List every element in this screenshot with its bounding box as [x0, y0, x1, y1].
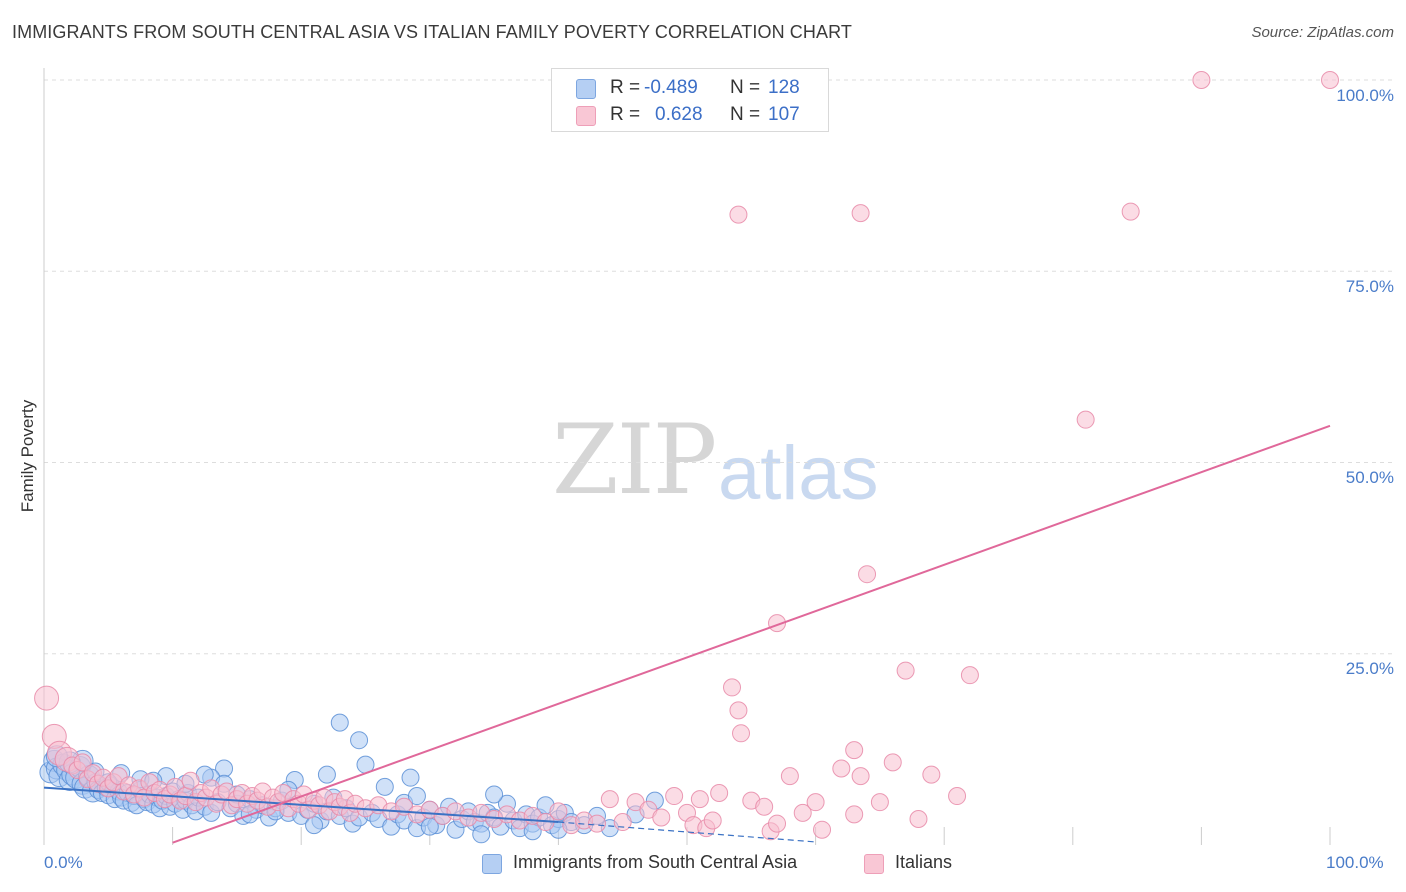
- pink-point-78: [587, 814, 606, 833]
- legend-swatch-pink: [576, 106, 596, 126]
- legend-n-label-1: N =: [730, 77, 761, 98]
- bottom-legend-swatch-blue: [482, 854, 502, 874]
- pink-point-116: [1192, 71, 1211, 89]
- legend-swatch-blue: [576, 79, 596, 99]
- legend-r-value-1: -0.489: [644, 77, 698, 98]
- pink-point-75: [549, 802, 568, 821]
- pink-point-101: [813, 820, 832, 839]
- pink-point-102: [832, 759, 851, 778]
- y-tick-50: 50.0%: [1345, 468, 1394, 487]
- pink-point-110: [922, 765, 941, 784]
- pink-point-100: [806, 793, 825, 812]
- pink-point-89: [703, 811, 722, 830]
- pink-point-115: [1076, 410, 1095, 429]
- pink-point-93: [732, 724, 751, 743]
- pink-point-95: [755, 797, 774, 816]
- pink-point-104: [851, 767, 870, 786]
- pink-point-114: [858, 565, 877, 584]
- y-tick-75: 75.0%: [1345, 277, 1394, 296]
- pink-point-103: [845, 741, 864, 760]
- blue-point-117: [330, 713, 349, 732]
- legend-n-value-1: 128: [768, 77, 800, 98]
- pink-point-109: [909, 809, 928, 828]
- bottom-legend-swatch-pink: [864, 854, 884, 874]
- legend-r-value-2: 0.628: [655, 104, 703, 125]
- bottom-legend-label-blue: Immigrants from South Central Asia: [513, 852, 798, 872]
- blue-point-121: [472, 825, 491, 844]
- pink-point-108: [896, 661, 915, 680]
- blue-point-79: [401, 768, 420, 787]
- pink-point-107: [883, 753, 902, 772]
- pink-point-119: [851, 204, 870, 223]
- legend-r-label-2: R =: [610, 104, 641, 125]
- blue-trend-line-extension: [558, 821, 816, 843]
- pink-point-84: [665, 787, 684, 806]
- legend: R = -0.489 N = 128 R = 0.628 N = 107: [551, 68, 829, 132]
- source-label: Source: ZipAtlas.com: [1251, 24, 1394, 41]
- blue-point-115: [317, 765, 336, 784]
- pink-point-27: [181, 771, 200, 790]
- blue-point-124: [485, 785, 504, 804]
- y-tick-100: 100.0%: [1336, 86, 1394, 105]
- pink-trend-line: [172, 424, 1331, 844]
- pink-point-90: [710, 783, 729, 802]
- pink-point-79: [600, 790, 619, 809]
- bottom-legend-label-pink: Italians: [895, 852, 953, 872]
- pink-point-99: [793, 803, 812, 822]
- pink-point-83: [652, 808, 671, 827]
- legend-row-blue: R = -0.489 N = 128: [552, 75, 828, 101]
- legend-n-value-2: 107: [768, 104, 800, 125]
- pink-point-118: [729, 205, 748, 224]
- blue-point-75: [375, 777, 394, 796]
- pink-point-117: [1321, 71, 1339, 89]
- blue-trend-line: [43, 786, 559, 824]
- chart-title: IMMIGRANTS FROM SOUTH CENTRAL ASIA VS IT…: [12, 22, 852, 42]
- pink-point-97: [768, 814, 787, 833]
- pink-point-98: [780, 767, 799, 786]
- watermark-zip: ZIP: [552, 404, 717, 516]
- y-tick-25: 25.0%: [1345, 659, 1394, 678]
- legend-n-label-2: N =: [730, 104, 761, 125]
- pink-point-120: [1121, 202, 1140, 221]
- pink-point-105: [870, 793, 889, 812]
- pink-point-0: [34, 685, 60, 711]
- pink-point-111: [948, 787, 967, 806]
- pink-point-106: [845, 805, 864, 824]
- pink-point-92: [729, 701, 748, 720]
- blue-point-114: [305, 816, 324, 835]
- blue-point-119: [407, 787, 426, 806]
- blue-point-116: [350, 731, 369, 750]
- watermark-atlas: atlas: [718, 431, 879, 516]
- pink-point-91: [723, 678, 742, 697]
- x-tick-0: 0.0%: [44, 853, 83, 872]
- x-tick-100: 100.0%: [1326, 853, 1384, 872]
- pink-point-112: [960, 666, 979, 685]
- legend-row-pink: R = 0.628 N = 107: [552, 102, 828, 128]
- legend-r-label-1: R =: [610, 77, 641, 98]
- pink-point-87: [690, 790, 709, 809]
